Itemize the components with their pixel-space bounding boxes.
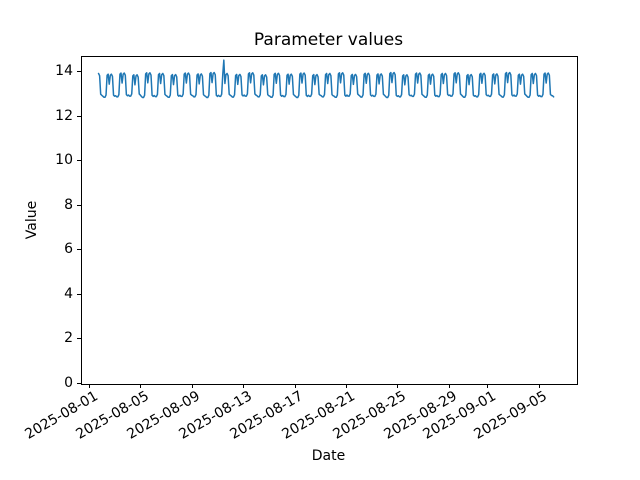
y-tick-label: 14 — [55, 63, 73, 80]
series-line — [97, 59, 555, 99]
y-tick-label: 12 — [55, 107, 73, 124]
x-axis-label: Date — [311, 448, 346, 464]
x-tick-mark — [243, 384, 245, 388]
y-tick-label: 8 — [64, 196, 73, 213]
y-tick-mark — [77, 115, 81, 117]
x-tick-mark — [538, 384, 540, 388]
y-tick-mark — [77, 160, 81, 162]
x-tick-mark — [397, 384, 399, 388]
y-tick-mark — [77, 71, 81, 73]
y-tick-mark — [77, 249, 81, 251]
x-tick-mark — [345, 384, 347, 388]
x-tick-mark — [487, 384, 489, 388]
chart-title: Parameter values — [253, 30, 404, 50]
x-tick-mark — [448, 384, 450, 388]
x-tick-mark — [191, 384, 193, 388]
y-tick-label: 4 — [64, 285, 73, 302]
x-tick-mark — [140, 384, 142, 388]
x-tick-mark — [88, 384, 90, 388]
y-tick-mark — [77, 383, 81, 384]
x-tick-mark — [294, 384, 296, 388]
plot-area — [81, 56, 578, 385]
y-tick-label: 6 — [64, 241, 73, 258]
y-tick-mark — [77, 338, 81, 340]
y-tick-mark — [77, 293, 81, 295]
y-tick-label: 0 — [64, 375, 73, 391]
y-tick-mark — [77, 204, 81, 206]
plot-canvas — [97, 59, 555, 99]
y-tick-label: 2 — [64, 330, 73, 347]
y-tick-label: 10 — [55, 152, 73, 169]
